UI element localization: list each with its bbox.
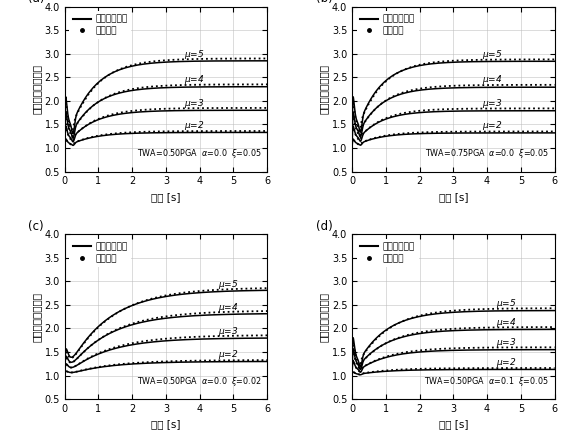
Text: TWA=0.50PGA  $\alpha$=0.1  $\xi$=0.05: TWA=0.50PGA $\alpha$=0.1 $\xi$=0.05 xyxy=(424,374,548,388)
Y-axis label: 平均非弹性位移比: 平均非弹性位移比 xyxy=(32,64,42,114)
Text: $\mu$=5: $\mu$=5 xyxy=(218,278,239,291)
X-axis label: 周期 [s]: 周期 [s] xyxy=(439,419,468,430)
Text: $\mu$=2: $\mu$=2 xyxy=(185,119,205,131)
Text: $\mu$=2: $\mu$=2 xyxy=(495,355,516,369)
Text: (b): (b) xyxy=(316,0,333,5)
Legend: 模型预测结果, 统计结果: 模型预测结果, 统计结果 xyxy=(357,11,419,39)
Text: TWA=0.50PGA  $\alpha$=0.0  $\xi$=0.05: TWA=0.50PGA $\alpha$=0.0 $\xi$=0.05 xyxy=(137,147,261,160)
Legend: 模型预测结果, 统计结果: 模型预测结果, 统计结果 xyxy=(69,11,131,39)
X-axis label: 周期 [s]: 周期 [s] xyxy=(151,192,181,202)
Y-axis label: 平均非弹性位移比: 平均非弹性位移比 xyxy=(319,64,329,114)
Text: $\mu$=5: $\mu$=5 xyxy=(495,297,516,310)
Text: $\mu$=2: $\mu$=2 xyxy=(482,119,503,132)
Y-axis label: 平均非弹性位移比: 平均非弹性位移比 xyxy=(319,292,329,342)
Text: TWA=0.75PGA  $\alpha$=0.0  $\xi$=0.05: TWA=0.75PGA $\alpha$=0.0 $\xi$=0.05 xyxy=(425,147,548,160)
Text: $\mu$=3: $\mu$=3 xyxy=(218,325,239,338)
Text: $\mu$=2: $\mu$=2 xyxy=(218,348,239,361)
Text: $\mu$=4: $\mu$=4 xyxy=(218,301,239,314)
Text: $\mu$=3: $\mu$=3 xyxy=(495,336,516,349)
Text: $\mu$=4: $\mu$=4 xyxy=(495,316,516,329)
Text: $\mu$=4: $\mu$=4 xyxy=(185,73,205,86)
Text: (a): (a) xyxy=(28,0,45,5)
Legend: 模型预测结果, 统计结果: 模型预测结果, 统计结果 xyxy=(69,239,131,267)
X-axis label: 周期 [s]: 周期 [s] xyxy=(151,419,181,430)
Text: (c): (c) xyxy=(28,220,44,232)
Legend: 模型预测结果, 统计结果: 模型预测结果, 统计结果 xyxy=(357,239,419,267)
Text: $\mu$=3: $\mu$=3 xyxy=(185,97,205,110)
Text: $\mu$=5: $\mu$=5 xyxy=(185,48,205,60)
Text: $\mu$=3: $\mu$=3 xyxy=(482,97,503,110)
Text: TWA=0.50PGA  $\alpha$=0.0  $\xi$=0.02: TWA=0.50PGA $\alpha$=0.0 $\xi$=0.02 xyxy=(137,374,261,388)
X-axis label: 周期 [s]: 周期 [s] xyxy=(439,192,468,202)
Text: $\mu$=5: $\mu$=5 xyxy=(482,48,503,60)
Text: $\mu$=4: $\mu$=4 xyxy=(482,74,503,86)
Y-axis label: 平均非弹性位移比: 平均非弹性位移比 xyxy=(32,292,42,342)
Text: (d): (d) xyxy=(316,220,333,232)
